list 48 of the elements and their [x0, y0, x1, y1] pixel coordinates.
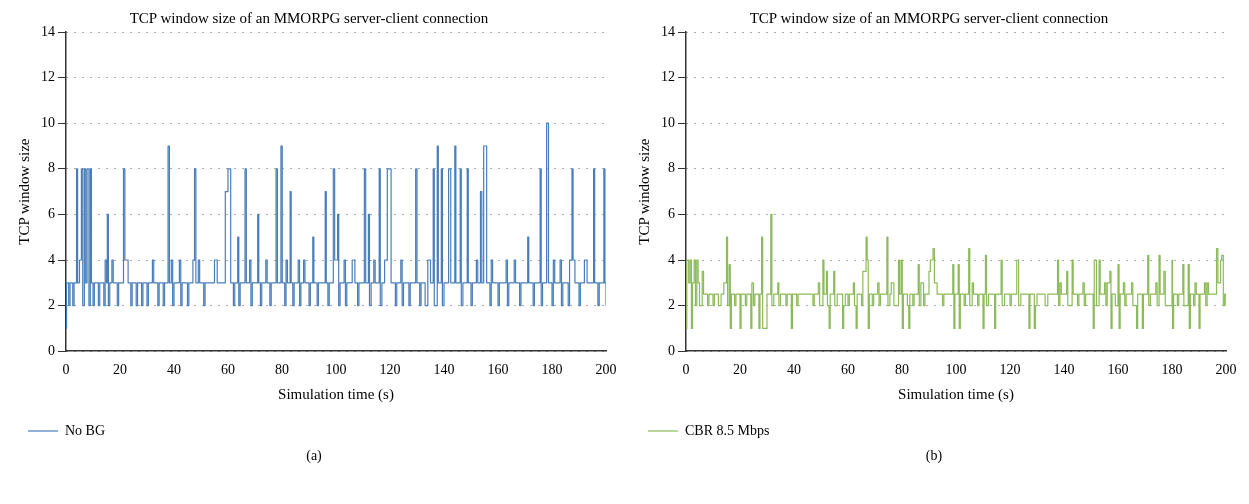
x-tick-label: 100 [945, 362, 967, 378]
x-tick-label: 160 [487, 362, 509, 378]
y-tick-label: 0 [48, 342, 55, 358]
y-tick-label: 8 [48, 160, 55, 176]
y-tick-label: 0 [668, 342, 675, 358]
x-tick-label: 200 [595, 362, 617, 378]
y-axis-title: TCP window size [15, 138, 32, 245]
y-tick-label: 12 [41, 69, 55, 85]
x-tick-label: 180 [541, 362, 563, 378]
x-tick-label: 140 [433, 362, 455, 378]
y-tick-label: 14 [41, 23, 55, 39]
x-tick-label: 100 [325, 362, 347, 378]
x-tick-label: 40 [167, 362, 181, 378]
x-tick-label: 80 [895, 362, 909, 378]
x-tick-label: 120 [379, 362, 401, 378]
y-tick-label: 10 [41, 114, 55, 130]
x-tick-label: 60 [841, 362, 855, 378]
legend-label: CBR 8.5 Mbps [685, 422, 770, 438]
x-tick-label: 0 [62, 362, 70, 378]
y-tick-label: 4 [668, 251, 675, 267]
x-tick-label: 20 [733, 362, 747, 378]
y-axis-title: TCP window size [635, 138, 652, 245]
x-tick-label: 60 [221, 362, 235, 378]
chart-title: TCP window size of an MMORPG server-client connection [749, 9, 1109, 26]
x-tick-label: 40 [787, 362, 801, 378]
x-tick-label: 200 [1215, 362, 1237, 378]
x-tick-label: 160 [1107, 362, 1129, 378]
x-axis-title: Simulation time (s) [278, 385, 394, 403]
text: (a) [305, 448, 323, 464]
y-tick-label: 8 [668, 160, 675, 176]
x-axis-title: Simulation time (s) [898, 385, 1014, 403]
x-tick-label: 20 [113, 362, 127, 378]
text: (b) [924, 448, 944, 464]
legend-label: No BG [65, 422, 106, 438]
x-tick-label: 80 [275, 362, 289, 378]
x-tick-label: 120 [999, 362, 1021, 378]
y-tick-label: 6 [48, 206, 55, 222]
y-tick-label: 4 [48, 251, 55, 267]
y-tick-label: 2 [668, 297, 675, 313]
y-tick-label: 14 [661, 23, 675, 39]
x-tick-label: 180 [1161, 362, 1183, 378]
y-tick-label: 6 [668, 206, 675, 222]
y-tick-label: 12 [661, 69, 675, 85]
y-tick-label: 10 [661, 114, 675, 130]
y-tick-label: 2 [48, 297, 55, 313]
x-tick-label: 140 [1053, 362, 1075, 378]
chart-title: TCP window size of an MMORPG server-client connection [129, 9, 489, 26]
x-tick-label: 0 [682, 362, 690, 378]
